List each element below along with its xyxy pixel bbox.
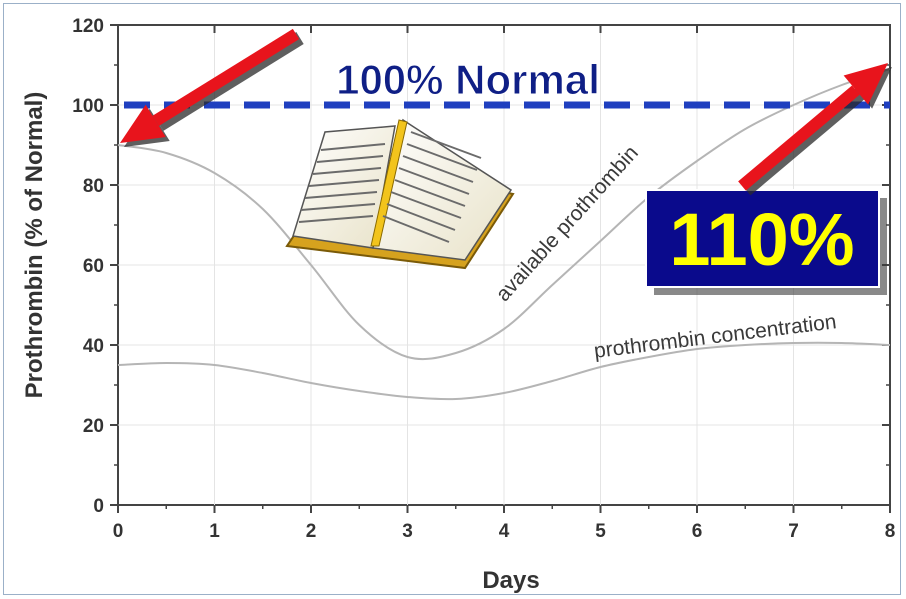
open-book-icon: [285, 118, 515, 270]
arrow-to-end: [738, 63, 892, 196]
x-tick-label: 7: [788, 521, 799, 542]
x-tick-label: 5: [595, 521, 606, 542]
y-tick-label: 80: [83, 176, 104, 197]
x-axis-title: Days: [482, 567, 539, 594]
y-tick-label: 0: [93, 496, 104, 517]
x-tick-label: 2: [306, 521, 317, 542]
x-tick-label: 0: [113, 521, 124, 542]
x-tick-label: 6: [692, 521, 703, 542]
x-tick-label: 8: [885, 521, 896, 542]
arrow-shaft: [152, 28, 300, 126]
annotation-text: 110%: [669, 198, 854, 281]
arrow-head: [120, 104, 166, 143]
x-axis-ticks: 0 1 2 3 4 5 6 7 8: [113, 25, 896, 542]
y-tick-label: 120: [72, 16, 104, 37]
arrow-head: [843, 63, 888, 105]
y-tick-label: 100: [72, 96, 104, 117]
x-tick-label: 3: [402, 521, 413, 542]
x-tick-label: 1: [209, 521, 220, 542]
series-label-prothrombin-concentration: prothrombin concentration: [593, 310, 838, 363]
arrow-to-start: [120, 28, 304, 147]
y-tick-label: 20: [83, 416, 104, 437]
y-tick-label: 40: [83, 336, 104, 357]
reference-line-label: 100% Normal: [336, 56, 600, 103]
y-axis-ticks: 0 20 40 60 80 100 120: [72, 16, 890, 517]
series-line-0: [117, 68, 891, 361]
y-axis-title: Prothrombin (% of Normal): [21, 92, 48, 399]
slide-frame: [3, 3, 901, 595]
arrows: [120, 28, 892, 196]
y-tick-label: 60: [83, 256, 104, 277]
arrow-shaft: [738, 85, 860, 191]
annotation-110-badge: 110%: [645, 189, 887, 295]
x-tick-label: 4: [499, 521, 510, 542]
series-layer: [117, 68, 891, 401]
series-line-1: [117, 341, 891, 401]
